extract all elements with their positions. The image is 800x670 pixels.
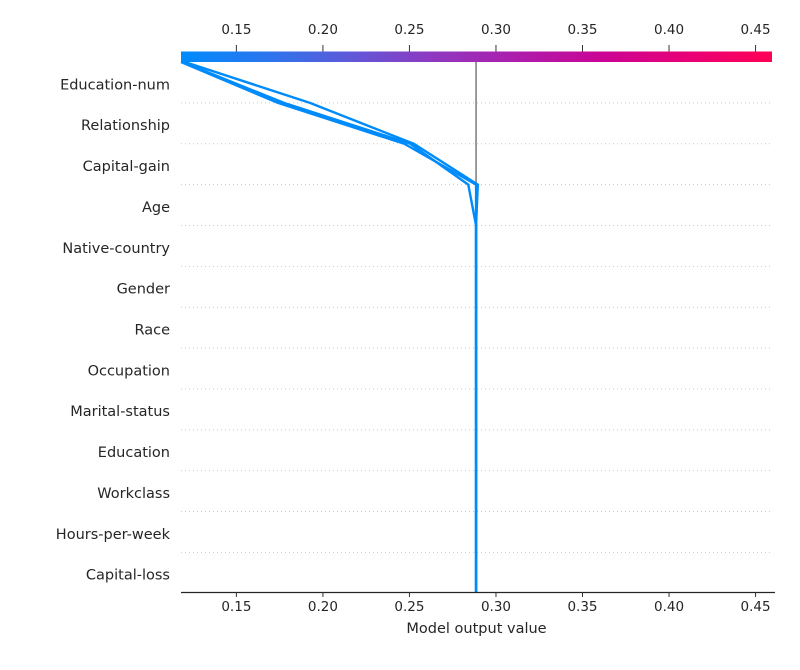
x-axis-tick-label: 0.40 (654, 599, 684, 615)
y-axis-label: Relationship (81, 118, 170, 134)
y-axis-label: Capital-loss (86, 568, 170, 584)
colorbar-tick-label: 0.35 (567, 22, 597, 38)
x-axis-tick-label: 0.30 (481, 599, 511, 615)
y-axis-label: Hours-per-week (56, 527, 171, 543)
colorbar (181, 51, 772, 62)
x-axis-tick-label: 0.25 (394, 599, 424, 615)
y-axis-label: Race (134, 322, 170, 338)
y-axis-label: Gender (117, 282, 170, 298)
x-axis-tick-label: 0.35 (567, 599, 597, 615)
colorbar-tick-label: 0.15 (221, 22, 251, 38)
y-axis-label: Capital-gain (83, 159, 170, 175)
y-axis-label: Occupation (88, 363, 170, 379)
x-axis-tick-label: 0.15 (221, 599, 251, 615)
y-axis-label: Education-num (60, 77, 170, 93)
y-axis-label: Native-country (62, 241, 170, 257)
x-axis-tick-label: 0.20 (308, 599, 338, 615)
observation-line (180, 60, 478, 593)
x-axis-tick-label: 0.45 (741, 599, 771, 615)
colorbar-tick-label: 0.20 (308, 22, 338, 38)
y-axis-label: Age (142, 200, 170, 216)
x-axis-title: Model output value (406, 621, 547, 637)
y-axis-label: Workclass (97, 486, 170, 502)
observation-line (184, 60, 479, 593)
colorbar-tick-label: 0.40 (654, 22, 684, 38)
y-axis-label: Marital-status (70, 404, 170, 420)
observation-line (181, 60, 478, 593)
colorbar-tick-label: 0.45 (741, 22, 771, 38)
colorbar-tick-label: 0.30 (481, 22, 511, 38)
y-axis-label: Education (98, 445, 170, 461)
colorbar-tick-label: 0.25 (394, 22, 424, 38)
